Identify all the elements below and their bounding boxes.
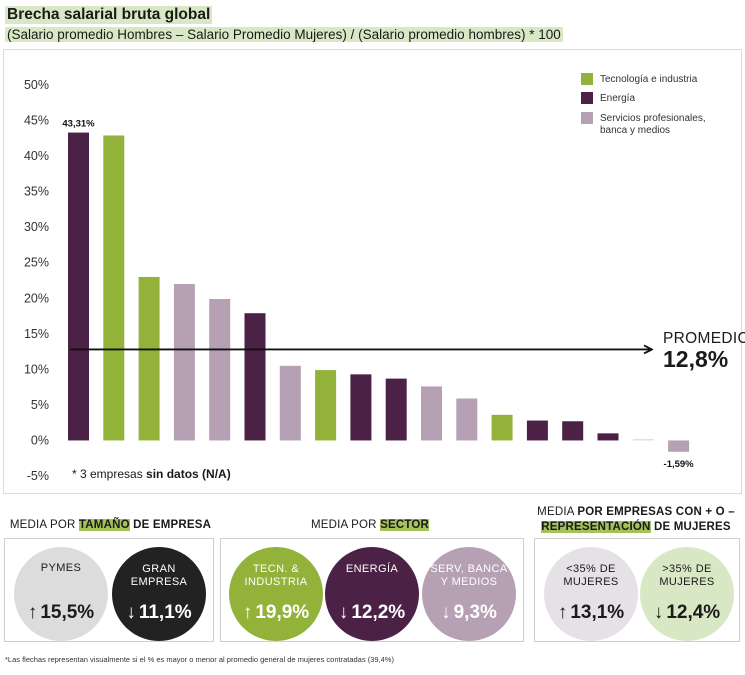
tecnologia-value: ↑ 19,9% [242, 602, 310, 623]
legend-label-servicios-line2: banca y medios [600, 125, 670, 136]
bar-energia [562, 421, 584, 441]
arrow-up-icon: ↑ [557, 602, 568, 623]
sector-box [220, 538, 524, 642]
bar-data-label: -1,59% [664, 459, 695, 470]
menos-35-value: ↑ 13,1% [557, 602, 625, 623]
servicios-label: SERV, BANCA Y MEDIOS [430, 563, 508, 588]
bar-servicios [173, 284, 195, 441]
bar-servicios [279, 365, 301, 441]
y-tick-label: 10% [24, 362, 49, 376]
bar-tecnologia [315, 370, 337, 441]
y-tick-label: 30% [24, 220, 49, 234]
size-section-heading: MEDIA POR TAMAÑO DE EMPRESA [8, 518, 213, 533]
average-label: PROMEDIO [663, 330, 745, 347]
representation-section-heading: MEDIA POR EMPRESAS CON + O – REPRESENTACI… [530, 505, 742, 535]
mas-35-circle: >35% DE MUJERES ↓ 12,4% [640, 547, 734, 641]
legend-swatch-servicios [581, 112, 593, 124]
tecnologia-circle: TECN. & INDUSTRIA ↑ 19,9% [229, 547, 323, 641]
chart-frame [3, 49, 742, 494]
pymes-value: ↑ 15,5% [27, 602, 95, 623]
arrow-down-icon: ↓ [441, 602, 451, 623]
y-tick-label: -5% [27, 469, 49, 483]
arrow-up-icon: ↑ [242, 602, 253, 623]
average-value: 12,8% [663, 346, 729, 372]
bar-data-label: 43,31% [62, 119, 95, 130]
energia-circle: ENERGÍA ↓ 12,2% [325, 547, 419, 641]
gran-empresa-circle: GRAN EMPRESA ↓ 11,1% [112, 547, 206, 641]
bar-tecnologia [138, 276, 160, 441]
size-heading-post: DE EMPRESA [129, 519, 212, 531]
size-heading-highlight: TAMAÑO [78, 519, 130, 531]
bar-tecnologia [491, 414, 513, 441]
legend-swatch-energia [581, 92, 593, 104]
legend-label-tecnologia: Tecnología e industria [600, 74, 698, 85]
gran-empresa-value: ↓ 11,1% [126, 602, 192, 623]
bar-chart: 50% 45% 40% 35% 30% 25% 20% 15% 10% 5% 0% -5% 43,31… [24, 73, 706, 483]
bar-servicios [421, 386, 442, 441]
legend-label-energia: Energía [600, 93, 635, 104]
mas-35-value: ↓ 12,4% [653, 602, 721, 623]
y-tick-label: 15% [24, 327, 49, 341]
y-tick-label: 35% [24, 185, 49, 199]
sector-section-heading: MEDIA POR SECTOR [220, 518, 520, 533]
arrow-down-icon: ↓ [126, 602, 136, 623]
bar-servicios [668, 440, 690, 452]
bar-servicios [209, 298, 231, 441]
bar-energia [350, 374, 372, 441]
menos-35-label: <35% DE MUJERES [563, 563, 619, 588]
chart-title: Brecha salarial bruta global [5, 6, 213, 24]
energia-label: ENERGÍA [345, 563, 399, 575]
bar-energia [68, 132, 89, 441]
y-tick-label: 50% [24, 78, 49, 92]
pymes-label: PYMES [40, 562, 82, 574]
gran-empresa-label: GRAN EMPRESA [130, 563, 188, 588]
size-box [4, 538, 214, 642]
bar-energia [597, 433, 619, 441]
no-data-note-prefix: * 3 empresas [72, 467, 147, 481]
rep-heading-bold: POR EMPRESAS CON + O – [577, 506, 735, 518]
energia-value: ↓ 12,2% [338, 602, 406, 623]
bar-labels: 43,31% -1,59% [62, 119, 694, 470]
bar-servicios [456, 398, 478, 441]
legend-swatch-tecnologia [581, 73, 593, 85]
tecnologia-label: TECN. & INDUSTRIA [244, 563, 308, 588]
bar-tecnologia [103, 135, 125, 441]
legend: Tecnología e industria Energía Servicios p… [581, 73, 706, 136]
arrow-down-icon: ↓ [338, 602, 349, 623]
bars-group [68, 132, 690, 452]
menos-35-circle: <35% DE MUJERES ↑ 13,1% [544, 547, 638, 641]
sector-heading-pre: MEDIA POR [310, 519, 381, 531]
y-tick-label: 45% [24, 114, 49, 128]
representation-box [534, 538, 740, 642]
y-axis: 50% 45% 40% 35% 30% 25% 20% 15% 10% 5% 0% -5% [24, 78, 49, 483]
pymes-circle: PYMES ↑ 15,5% [14, 547, 108, 641]
chart-subtitle: (Salario promedio Hombres – Salario Prom… [5, 27, 563, 42]
y-tick-label: 20% [24, 291, 49, 305]
no-data-note: * 3 empresas sin datos (N/A) [72, 467, 231, 481]
size-heading-pre: MEDIA POR [9, 519, 79, 531]
y-tick-label: 40% [24, 149, 49, 163]
bar-energia [244, 313, 266, 441]
bar-energia [526, 420, 548, 441]
footnote: *Las flechas representan visualmente si … [5, 655, 394, 664]
arrow-down-icon: ↓ [653, 602, 664, 623]
y-tick-label: 25% [24, 256, 49, 270]
no-data-note-bold: sin datos (N/A) [146, 467, 231, 481]
servicios-value: ↓ 9,3% [441, 602, 497, 623]
servicios-circle: SERV, BANCA Y MEDIOS ↓ 9,3% [422, 547, 516, 641]
rep-heading-post: DE MUJERES [650, 521, 731, 533]
y-tick-label: 5% [31, 398, 49, 412]
rep-heading-highlight: REPRESENTACIÓN [541, 521, 651, 533]
y-tick-label: 0% [31, 433, 49, 447]
bar-energia [385, 378, 407, 441]
mas-35-label: >35% DE MUJERES [659, 563, 715, 588]
bar-empty [632, 439, 654, 441]
sector-heading-highlight: SECTOR [380, 519, 430, 531]
arrow-up-icon: ↑ [27, 602, 38, 623]
legend-label-servicios: Servicios profesionales, [600, 113, 706, 124]
rep-heading-pre: MEDIA [537, 506, 578, 518]
